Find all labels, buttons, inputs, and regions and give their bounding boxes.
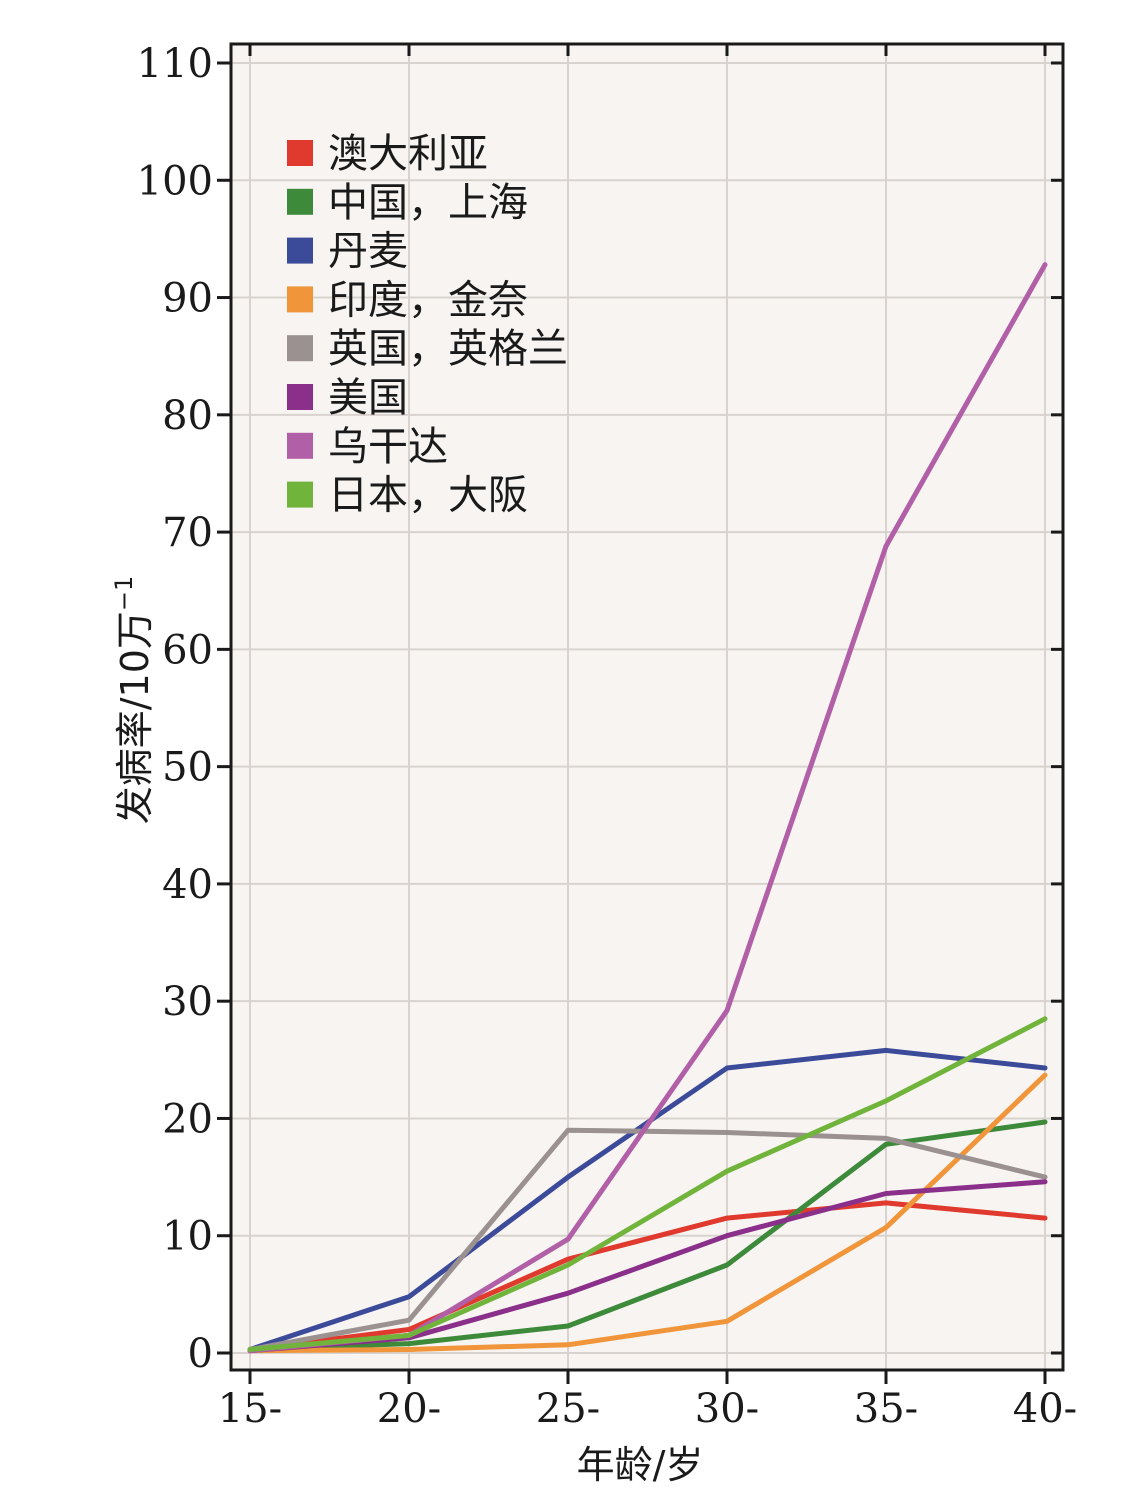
y-tick-label: 80 [162, 393, 213, 439]
legend-label-4: 英国，英格兰 [328, 326, 568, 372]
y-tick-label: 60 [162, 627, 213, 673]
legend-swatch-7 [287, 481, 313, 508]
legend-swatch-3 [287, 286, 313, 313]
series-line-1 [247, 1119, 1048, 1352]
legend-swatch-5 [287, 384, 313, 410]
x-tick-label: 35- [854, 1386, 918, 1432]
y-axis-title-main: 发病率/10万 [113, 611, 157, 824]
legend-label-0: 澳大利亚 [328, 131, 488, 177]
legend-swatch-2 [287, 237, 313, 264]
x-tick-label: 15- [218, 1386, 282, 1432]
legend-label-5: 美国 [328, 375, 408, 421]
x-tick-label: 30- [695, 1386, 759, 1432]
legend-swatch-0 [287, 140, 313, 166]
x-axis-ticks: 15- 20- 25- 30- 35- 40- [218, 44, 1077, 1432]
y-tick-label: 100 [137, 158, 213, 204]
y-tick-label: 70 [162, 510, 213, 556]
gridlines [231, 44, 1063, 1370]
plot-frame [229, 42, 1065, 1372]
y-tick-label: 20 [162, 1096, 213, 1142]
legend-label-7: 日本，大阪 [328, 473, 528, 519]
y-axis-title-superscript: −1 [110, 576, 138, 611]
legend-label-3: 印度，金奈 [328, 277, 528, 323]
x-axis-title: 年龄/岁 [577, 1443, 704, 1487]
y-tick-label: 0 [188, 1331, 213, 1377]
series-line-3 [247, 1072, 1048, 1354]
y-axis-ticks: 0 10 20 30 40 50 60 70 80 90 100 110 [137, 41, 1063, 1377]
series-line-4 [247, 1127, 1048, 1352]
svg-text:发病率/10万−1: 发病率/10万−1 [110, 576, 157, 825]
x-tick-label: 40- [1013, 1386, 1077, 1432]
legend-swatch-4 [287, 335, 313, 362]
legend-swatch-6 [287, 432, 313, 459]
y-tick-label: 40 [162, 862, 213, 908]
series-line-7 [247, 1016, 1048, 1352]
series-lines [247, 262, 1048, 1354]
y-tick-label: 30 [162, 979, 213, 1025]
y-axis-title: 发病率/10万−1 [110, 576, 157, 825]
legend-label-1: 中国，上海 [328, 180, 528, 226]
legend-label-6: 乌干达 [328, 424, 448, 470]
legend-swatch-1 [287, 188, 313, 215]
y-tick-label: 110 [137, 41, 213, 87]
y-tick-label: 50 [162, 745, 213, 791]
x-tick-label: 25- [536, 1386, 600, 1432]
legend-label-2: 丹麦 [328, 229, 408, 275]
x-tick-label: 20- [377, 1386, 441, 1432]
y-tick-label: 10 [162, 1214, 213, 1260]
y-tick-label: 90 [162, 276, 213, 322]
